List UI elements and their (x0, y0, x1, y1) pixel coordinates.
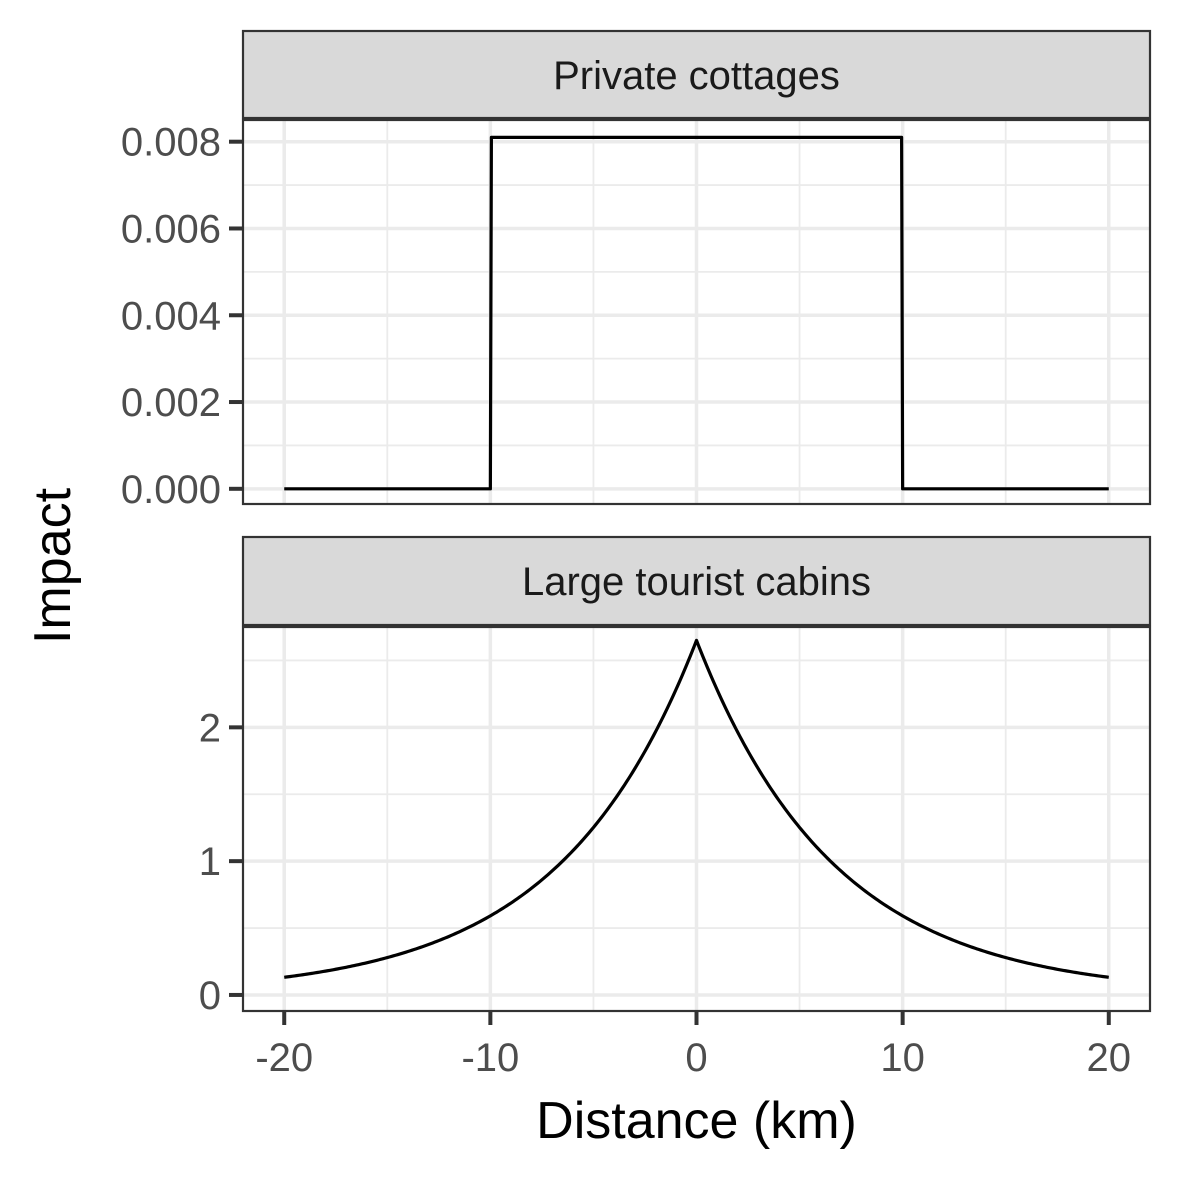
y-tick-label: 0.004 (121, 294, 221, 338)
y-tick-label: 0.002 (121, 381, 221, 425)
x-tick-label: -20 (255, 1036, 313, 1080)
panel-2-y-axis: 0 1 2 (199, 706, 243, 1018)
x-tick-label: 20 (1087, 1036, 1132, 1080)
y-axis-title: Impact (24, 487, 82, 644)
x-tick-label: 0 (685, 1036, 707, 1080)
y-tick-label: 0.008 (121, 121, 221, 165)
y-tick-label: 1 (199, 840, 221, 884)
strip-private-cottages-label: Private cottages (553, 54, 840, 98)
panel-1-y-axis: 0.000 0.002 0.004 0.006 0.008 (121, 121, 243, 512)
panel-private-cottages: Private cottages 0.0000.0020.0040.0060.0… (121, 29, 1152, 512)
private-cottages-impact-line (284, 135, 1109, 491)
large-tourist-cabins-impact-line (284, 638, 1109, 979)
strip-private-cottages-background (241, 29, 1152, 120)
x-axis: -20 -10 0 10 20 (255, 1011, 1131, 1080)
panel-2-gridlines (243, 627, 1150, 1011)
y-tick-label: 0.000 (121, 468, 221, 512)
y-tick-label: 0.006 (121, 207, 221, 251)
y-tick-label: 2 (199, 706, 221, 750)
strip-large-tourist-cabins-background (241, 535, 1152, 627)
x-tick-label: -10 (461, 1036, 519, 1080)
panel-1-border (241, 118, 1152, 506)
y-tick-label: 0 (199, 974, 221, 1018)
panel-large-tourist-cabins: Large tourist cabins 0 1 2 (199, 535, 1152, 1018)
x-axis-title: Distance (km) (536, 1092, 857, 1150)
x-tick-label: 10 (880, 1036, 925, 1080)
strip-large-tourist-cabins-label: Large tourist cabins (522, 560, 871, 604)
panel-1-gridlines (243, 120, 1150, 504)
